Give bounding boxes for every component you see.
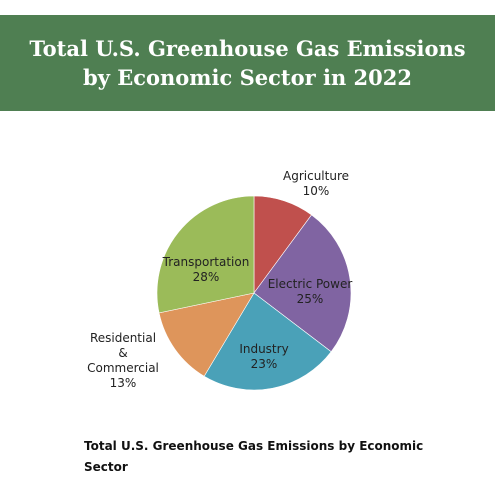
label-agriculture-value: 10% [303,184,330,198]
pie-slice-electric-power [253,214,352,353]
label-residential-line2: & [118,346,127,360]
pie-slice-industry [203,292,332,391]
label-residential-value: 13% [110,376,137,390]
label-electric-power-value: 25% [297,292,324,306]
chart-caption: Total U.S. Greenhouse Gas Emissions by E… [84,439,424,474]
page-title: Total U.S. Greenhouse Gas Emissions by E… [29,36,466,90]
label-transportation-value: 28% [193,270,220,284]
label-electric-power-name: Electric Power [268,277,353,291]
title-banner: Total U.S. Greenhouse Gas Emissions by E… [0,15,495,111]
label-residential-line3: Commercial [87,361,159,375]
pie-slice-transportation [156,195,255,314]
label-residential-line1: Residential [90,331,156,345]
label-transportation-name: Transportation [162,255,250,269]
pie-slices [156,195,352,391]
label-industry-name: Industry [239,342,288,356]
label-industry-value: 23% [251,357,278,371]
pie-slice-residential-commercial [158,292,255,377]
label-agriculture-name: Agriculture [283,169,349,183]
